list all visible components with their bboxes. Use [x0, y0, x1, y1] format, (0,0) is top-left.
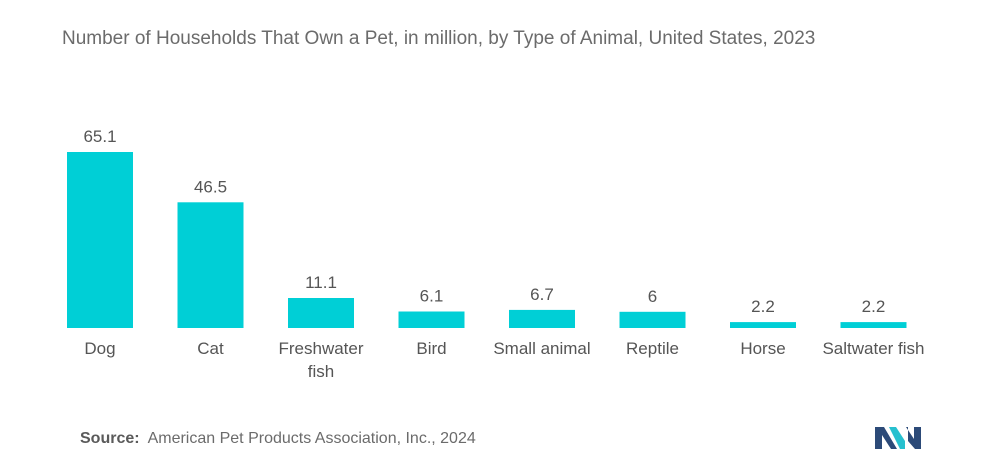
- bar-value-label: 6: [648, 287, 657, 306]
- category-label: Dog: [84, 339, 115, 358]
- category-label: Small animal: [493, 339, 590, 358]
- category-label: fish: [308, 362, 334, 381]
- bar-value-label: 46.5: [194, 177, 227, 196]
- bar-value-label: 6.1: [420, 287, 444, 306]
- category-labels-group: Dog Cat Freshwater fish Bird Small animal Rept…: [84, 339, 924, 381]
- bar: [730, 322, 796, 328]
- bar-value-label: 2.2: [862, 297, 886, 316]
- bar: [619, 311, 686, 328]
- bar: [398, 311, 465, 328]
- category-label: Freshwater: [278, 339, 363, 358]
- bar: [840, 322, 907, 328]
- source-note: Source: American Pet Products Association…: [80, 430, 476, 448]
- bar-chart: 65.1 46.5 11.1 6.1 6.7 6 2.2 2.2 Dog Cat Freshwat…: [67, 127, 925, 381]
- bar: [177, 202, 244, 328]
- brand-logo-icon: [875, 427, 921, 449]
- category-label: Horse: [740, 339, 785, 358]
- chart-title: Number of Households That Own a Pet, in …: [62, 28, 816, 49]
- source-text: American Pet Products Association, Inc.,…: [147, 430, 476, 447]
- bar-value-label: 6.7: [530, 285, 554, 304]
- bar-value-label: 2.2: [751, 297, 775, 316]
- bar-value-label: 11.1: [305, 273, 337, 292]
- category-label: Bird: [416, 339, 446, 358]
- category-label: Reptile: [626, 339, 679, 358]
- bar: [67, 152, 133, 328]
- bar: [509, 309, 575, 328]
- value-labels-group: 65.1 46.5 11.1 6.1 6.7 6 2.2 2.2: [83, 127, 885, 316]
- bars-group: [67, 152, 907, 328]
- source-label: Source:: [80, 430, 140, 447]
- category-label: Cat: [197, 339, 224, 358]
- category-label: Saltwater fish: [822, 339, 924, 358]
- bar: [288, 298, 354, 328]
- bar-value-label: 65.1: [83, 127, 116, 146]
